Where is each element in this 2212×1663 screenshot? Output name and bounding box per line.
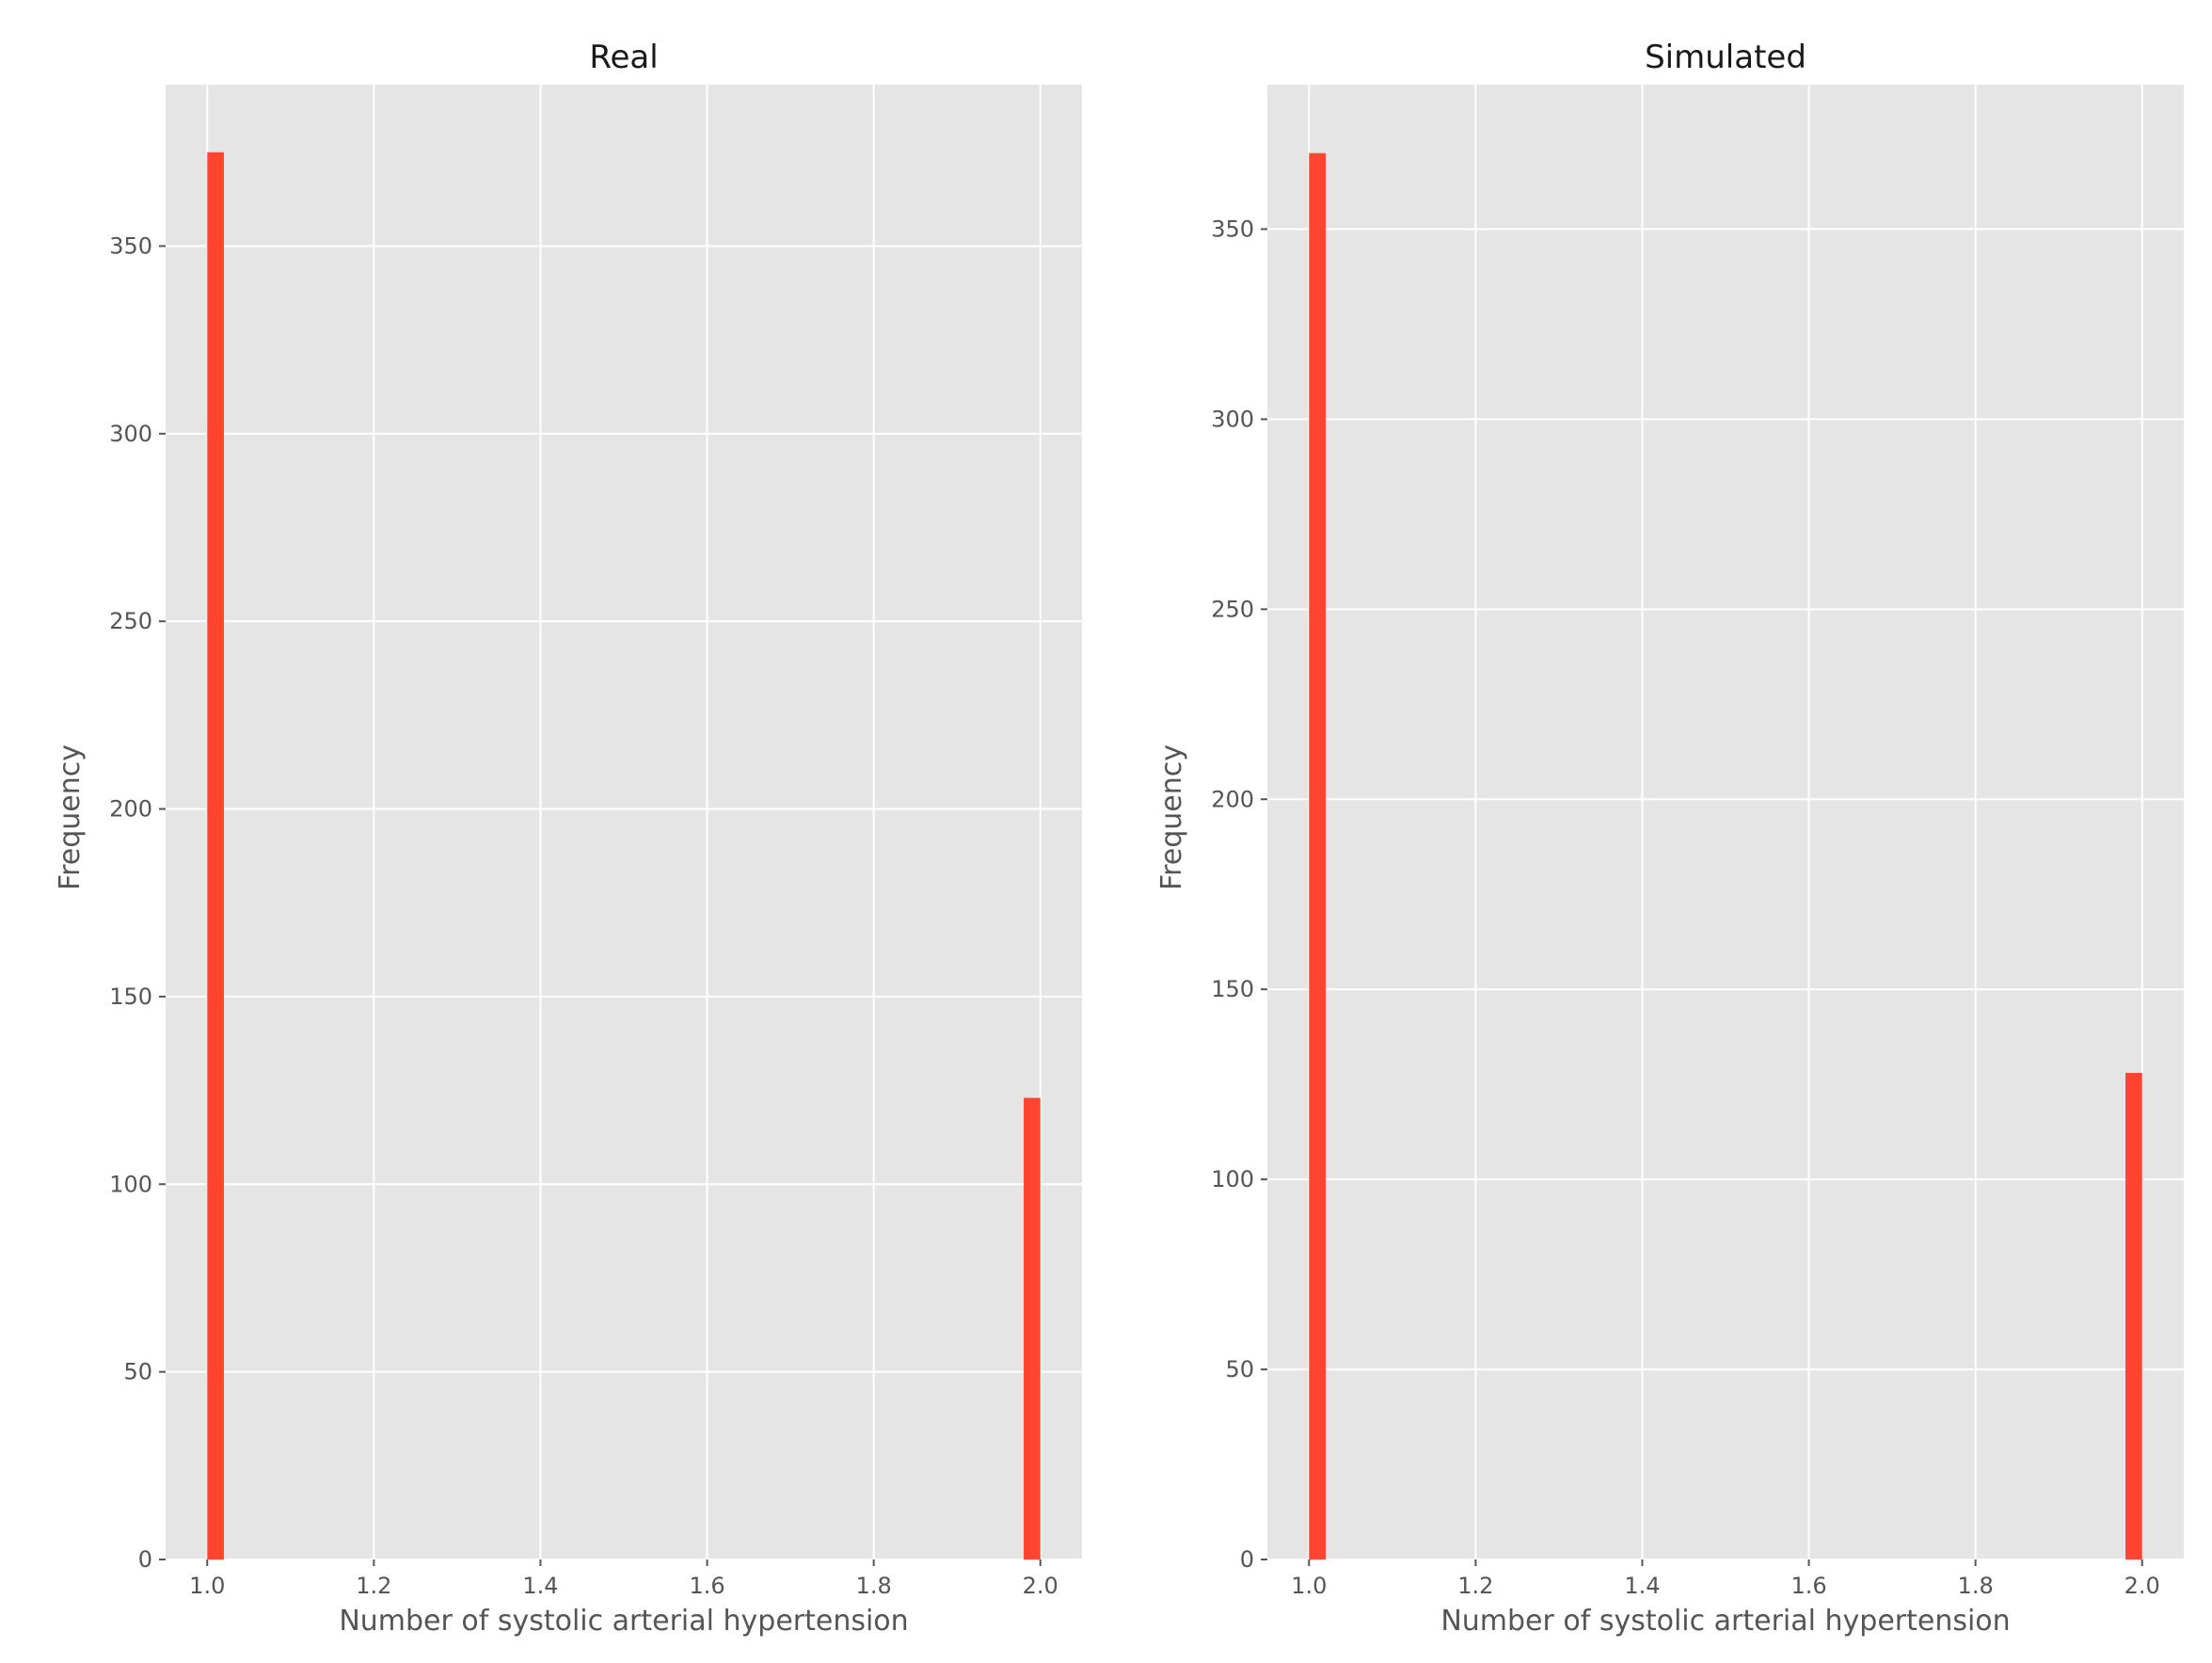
x-axis-label: Number of systolic arterial hypertension xyxy=(339,1605,908,1638)
x-tick-label: 1.8 xyxy=(856,1573,892,1599)
y-tick-label: 250 xyxy=(109,608,152,634)
y-tick-label: 50 xyxy=(123,1359,152,1385)
x-tick-label: 1.0 xyxy=(189,1573,225,1599)
panel-simulated: 1.0 1.2 1.4 1.6 1.8 2.0 0 50 100 150 200 250 300 350 S… xyxy=(1155,39,2184,1638)
x-axis-label: Number of systolic arterial hypertension xyxy=(1440,1605,2010,1638)
x-tick-label: 1.2 xyxy=(1457,1573,1493,1599)
panel-real: 1.0 1.2 1.4 1.6 1.8 2.0 0 50 100 150 200 250 300 350 R… xyxy=(54,39,1082,1638)
histogram-bar xyxy=(1309,152,1326,1559)
histogram-bar xyxy=(1024,1097,1041,1559)
x-tick-label: 1.8 xyxy=(1958,1573,1994,1599)
x-tick-label: 1.6 xyxy=(1790,1573,1826,1599)
x-tick-label: 1.4 xyxy=(522,1573,558,1599)
y-tick-label: 350 xyxy=(1211,216,1254,242)
x-tick-label: 1.0 xyxy=(1291,1573,1327,1599)
y-axis-label: Frequency xyxy=(54,744,87,890)
plot-area-background xyxy=(166,85,1082,1559)
y-tick-label: 150 xyxy=(1211,976,1254,1002)
y-axis-label: Frequency xyxy=(1155,744,1188,890)
x-tick-label: 2.0 xyxy=(1023,1573,1058,1599)
chart-title: Simulated xyxy=(1645,39,1806,76)
histogram-bar xyxy=(2125,1073,2142,1559)
y-tick-label: 300 xyxy=(109,421,152,447)
y-tick-label: 100 xyxy=(1211,1166,1254,1192)
y-tick-label: 350 xyxy=(109,232,152,259)
y-tick-label: 300 xyxy=(1211,406,1254,432)
chart-title: Real xyxy=(589,39,658,76)
y-tick-label: 0 xyxy=(1240,1546,1254,1573)
y-tick-label: 150 xyxy=(109,983,152,1010)
x-tick-label: 1.2 xyxy=(356,1573,391,1599)
x-tick-label: 1.4 xyxy=(1624,1573,1660,1599)
x-tick-label: 1.6 xyxy=(689,1573,724,1599)
plot-area-background xyxy=(1267,85,2184,1559)
y-tick-label: 0 xyxy=(138,1546,152,1573)
y-tick-label: 50 xyxy=(1225,1356,1254,1383)
histogram-bar xyxy=(207,152,224,1559)
y-tick-label: 250 xyxy=(1211,596,1254,622)
y-tick-label: 200 xyxy=(1211,786,1254,812)
x-tick-label: 2.0 xyxy=(2124,1573,2160,1599)
y-tick-label: 200 xyxy=(109,796,152,823)
y-tick-label: 100 xyxy=(109,1171,152,1197)
